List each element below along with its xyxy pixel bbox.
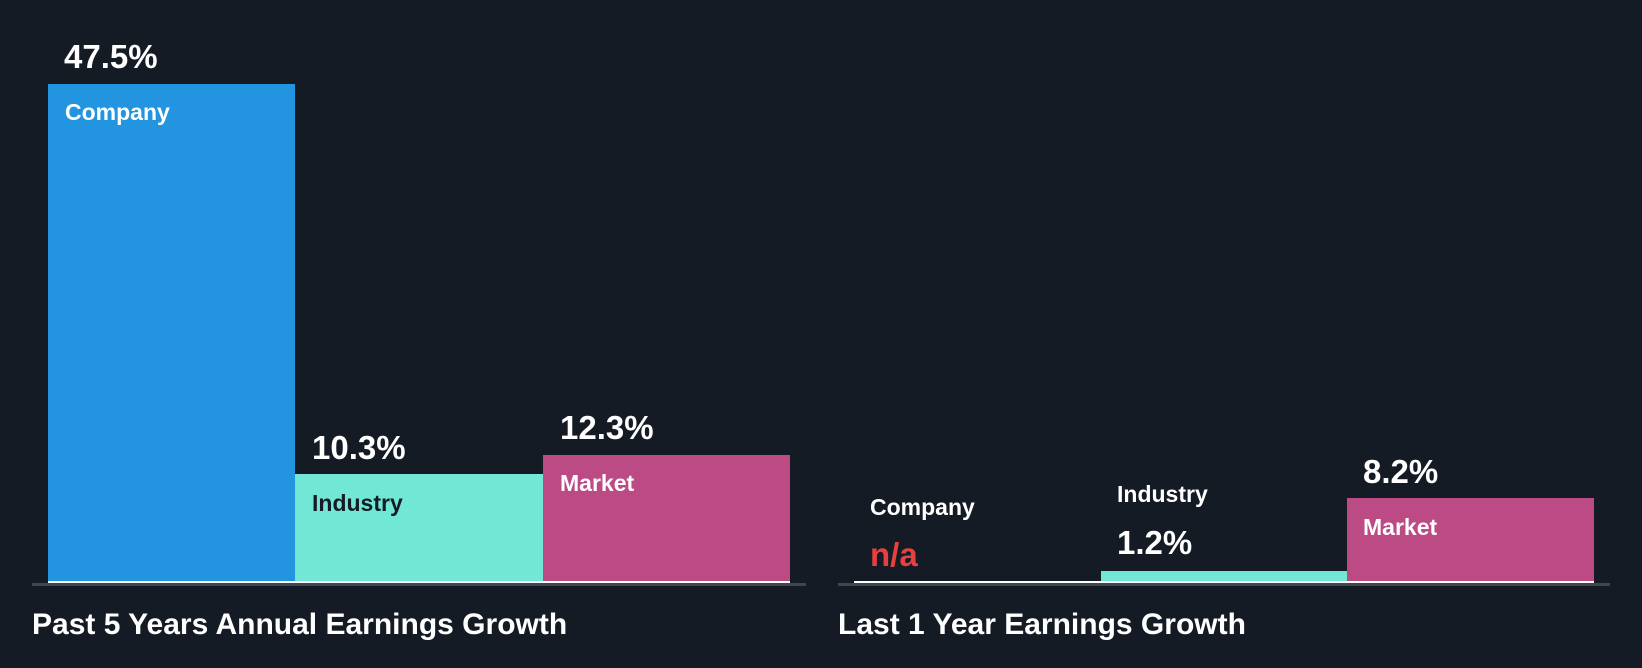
label-company: Company (65, 99, 170, 125)
value-market: 8.2% (1363, 453, 1439, 490)
bar-company (48, 84, 295, 582)
chart-title: Past 5 Years Annual Earnings Growth (32, 608, 568, 641)
bar-industry (1101, 571, 1347, 582)
value-company: 47.5% (64, 38, 158, 75)
bar-market (1347, 498, 1594, 582)
bar-baseline (48, 581, 790, 583)
label-market: Market (1363, 514, 1438, 540)
value-industry: 1.2% (1117, 524, 1193, 561)
x-axis-line (32, 583, 806, 586)
label-industry: Industry (1117, 481, 1208, 507)
value-company-na: n/a (870, 536, 918, 573)
bar-baseline (854, 581, 1594, 583)
bar-market (543, 455, 790, 582)
bar-industry (295, 474, 543, 582)
label-company: Company (870, 494, 975, 520)
label-industry: Industry (312, 490, 403, 516)
chart-title: Last 1 Year Earnings Growth (838, 608, 1246, 641)
value-industry: 10.3% (312, 429, 406, 466)
value-market: 12.3% (560, 409, 654, 446)
chart-past-5-years: 47.5% Company 10.3% Industry 12.3% Marke… (32, 38, 806, 641)
x-axis-line (838, 583, 1610, 586)
label-market: Market (560, 470, 635, 496)
